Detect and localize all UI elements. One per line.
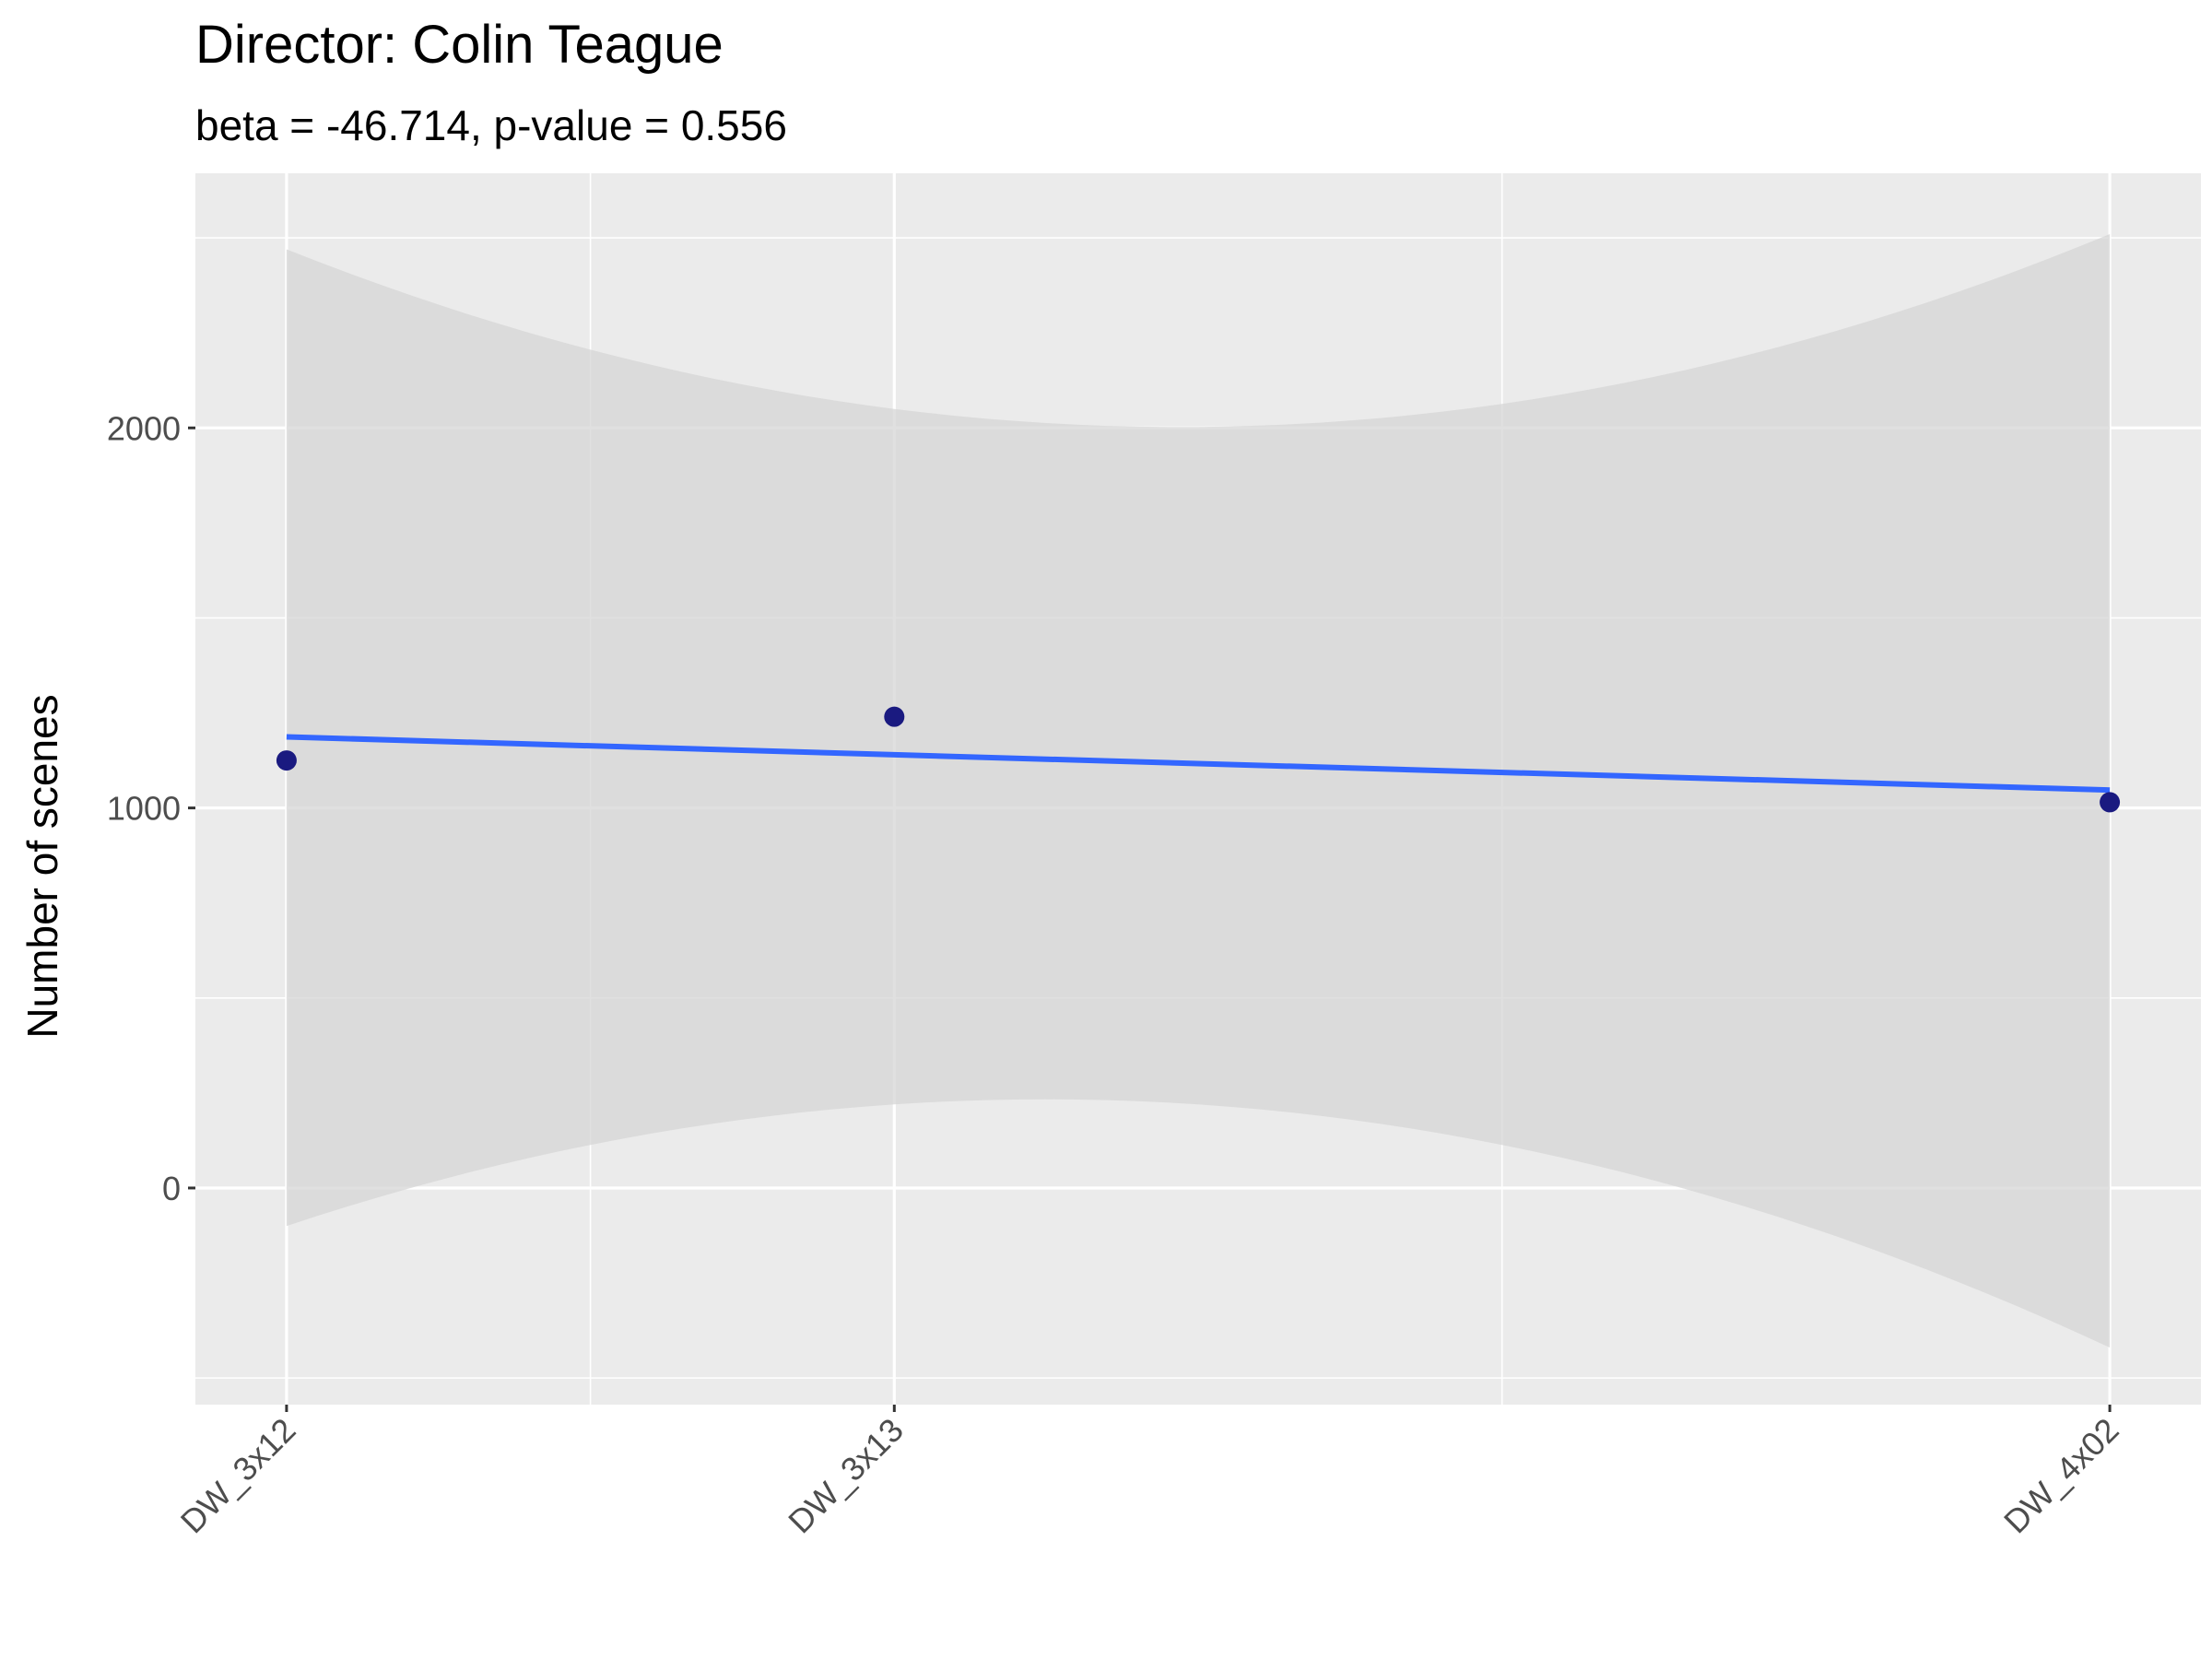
y-tick-label: 2000 — [107, 409, 181, 447]
data-point-DW_3x12 — [276, 750, 297, 771]
x-tick-label: DW_3x12 — [173, 1411, 303, 1541]
y-tick-label: 0 — [162, 1170, 181, 1207]
chart-subtitle: beta = -46.714, p-value = 0.556 — [195, 101, 787, 149]
y-tick-label: 1000 — [107, 790, 181, 828]
x-axis: DW_3x12 DW_3x13 DW_4x02 — [173, 1405, 2126, 1540]
y-axis: 0 1000 2000 — [107, 409, 195, 1207]
x-tick-label: DW_4x02 — [1996, 1411, 2126, 1541]
data-points — [276, 706, 2121, 813]
confidence-ribbon — [286, 234, 2111, 1348]
fit-line — [286, 734, 2111, 794]
y-axis-label: Number of scenes — [18, 694, 66, 1038]
regression-line — [286, 734, 2111, 794]
data-point-DW_3x13 — [884, 706, 905, 727]
data-point-DW_4x02 — [2100, 792, 2121, 813]
confidence-band — [286, 234, 2111, 1348]
x-tick-label: DW_3x13 — [781, 1411, 911, 1541]
chart-title: Director: Colin Teague — [195, 15, 724, 75]
